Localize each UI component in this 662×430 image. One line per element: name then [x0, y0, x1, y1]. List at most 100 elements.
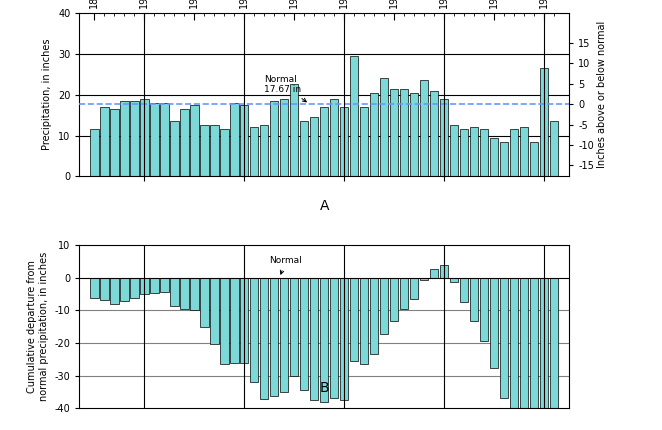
Bar	[530, 278, 538, 430]
Bar	[220, 278, 228, 364]
Bar	[160, 103, 169, 176]
Bar	[350, 56, 358, 176]
Bar	[360, 107, 369, 176]
Bar	[291, 84, 299, 176]
Bar	[101, 107, 109, 176]
Bar	[201, 125, 209, 176]
Bar	[530, 141, 538, 176]
Bar	[230, 103, 238, 176]
Bar	[340, 107, 348, 176]
Bar	[90, 278, 99, 298]
Bar	[380, 278, 389, 334]
Bar	[150, 103, 158, 176]
Bar	[270, 101, 279, 176]
Bar	[491, 278, 498, 368]
Y-axis label: Cumulative departure from
normal precipitation, in inches: Cumulative departure from normal precipi…	[27, 252, 49, 401]
Bar	[310, 278, 318, 400]
Bar	[211, 278, 218, 344]
Bar	[520, 127, 528, 176]
Bar	[201, 278, 209, 327]
Bar	[280, 99, 289, 176]
Bar	[301, 121, 308, 176]
Text: Normal
17.67 in: Normal 17.67 in	[264, 75, 307, 102]
Bar	[111, 109, 118, 176]
Bar	[460, 278, 469, 302]
Bar	[430, 91, 438, 176]
Bar	[391, 278, 399, 321]
Bar	[370, 92, 379, 176]
Bar	[270, 278, 279, 396]
Bar	[150, 278, 158, 293]
Bar	[310, 117, 318, 176]
Bar	[320, 107, 328, 176]
Bar	[391, 89, 399, 176]
Bar	[540, 68, 548, 176]
Bar	[280, 278, 289, 392]
Bar	[480, 278, 489, 341]
Bar	[510, 278, 518, 418]
Bar	[230, 278, 238, 363]
Bar	[550, 121, 559, 176]
Bar	[420, 80, 428, 176]
Bar	[550, 278, 559, 430]
Bar	[140, 278, 148, 294]
Bar	[301, 278, 308, 390]
Bar	[470, 127, 479, 176]
Bar	[291, 278, 299, 376]
Bar	[130, 278, 138, 298]
Bar	[540, 278, 548, 430]
Bar	[510, 129, 518, 176]
Bar	[190, 278, 199, 310]
Bar	[500, 278, 508, 397]
Bar	[520, 278, 528, 430]
Bar	[440, 99, 448, 176]
Bar	[111, 278, 118, 304]
Bar	[430, 269, 438, 278]
Bar	[420, 278, 428, 280]
Bar	[101, 278, 109, 300]
Bar	[470, 278, 479, 321]
Bar	[340, 278, 348, 400]
Bar	[330, 278, 338, 398]
Bar	[260, 125, 269, 176]
Bar	[380, 78, 389, 176]
Bar	[360, 278, 369, 364]
Bar	[130, 101, 138, 176]
Bar	[170, 121, 179, 176]
Bar	[211, 125, 218, 176]
Bar	[190, 105, 199, 176]
Bar	[250, 278, 258, 382]
Bar	[330, 99, 338, 176]
Bar	[401, 89, 408, 176]
Text: Normal: Normal	[269, 256, 302, 274]
Bar	[140, 99, 148, 176]
Bar	[500, 141, 508, 176]
Bar	[410, 92, 418, 176]
Bar	[240, 105, 248, 176]
Bar	[410, 278, 418, 299]
Y-axis label: Precipitation, in inches: Precipitation, in inches	[42, 39, 52, 150]
Bar	[240, 278, 248, 363]
Bar	[370, 278, 379, 354]
Bar	[90, 129, 99, 176]
Bar	[120, 278, 128, 301]
Bar	[450, 125, 459, 176]
Bar	[180, 278, 189, 310]
Bar	[220, 129, 228, 176]
Y-axis label: Inches above or below normal: Inches above or below normal	[597, 21, 607, 168]
Bar	[260, 278, 269, 399]
Bar	[350, 278, 358, 361]
Bar	[180, 109, 189, 176]
Bar	[250, 127, 258, 176]
Bar	[450, 278, 459, 282]
Bar	[460, 129, 469, 176]
Bar	[320, 278, 328, 402]
Bar	[480, 129, 489, 176]
Bar	[440, 265, 448, 278]
Bar	[120, 101, 128, 176]
Text: B: B	[320, 381, 329, 396]
Text: A: A	[320, 199, 329, 213]
Bar	[401, 278, 408, 309]
Bar	[160, 278, 169, 292]
Bar	[170, 278, 179, 306]
